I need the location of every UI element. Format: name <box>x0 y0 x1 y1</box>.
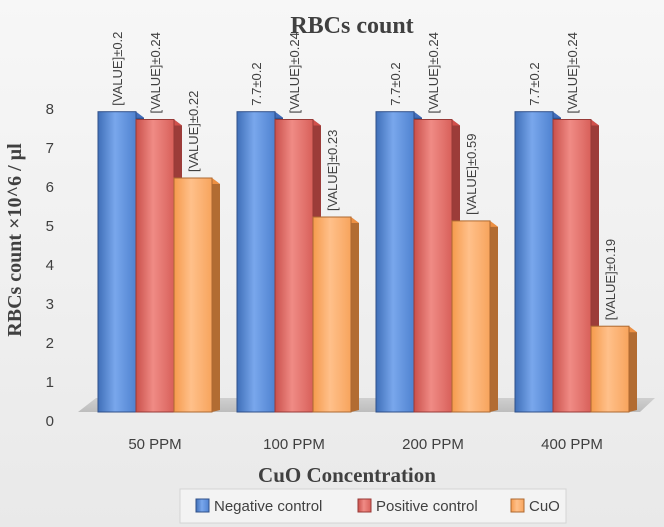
y-tick-label: 2 <box>46 335 54 352</box>
data-labels: [VALUE]±0.2 [VALUE]±0.24 [VALUE]±0.22 7.7±0… <box>110 32 618 321</box>
bar-negative-control <box>97 111 137 413</box>
bar-side <box>212 178 220 412</box>
bar-cuo <box>451 220 491 413</box>
legend-label: CuO <box>529 498 560 515</box>
bar-negative-control <box>236 111 276 413</box>
y-tick-label: 5 <box>46 218 54 235</box>
plot-floor <box>78 398 655 412</box>
data-label: [VALUE]±0.2 <box>110 32 125 106</box>
bar-cuo <box>312 216 352 413</box>
bar-positive-control <box>274 119 314 413</box>
bar-side <box>351 217 359 412</box>
legend: Negative control Positive control CuO <box>179 488 567 524</box>
data-label: 7.7±0.2 <box>527 62 542 105</box>
data-label: [VALUE]±0.24 <box>287 32 302 113</box>
x-tick-label: 100 PPM <box>263 436 325 453</box>
legend-box <box>179 488 567 524</box>
x-axis: 50 PPM 100 PPM 200 PPM 400 PPM <box>128 436 603 453</box>
data-label: [VALUE]±0.24 <box>426 32 441 113</box>
legend-label: Negative control <box>214 498 322 515</box>
legend-label: Positive control <box>376 498 478 515</box>
y-tick-label: 7 <box>46 140 54 157</box>
legend-swatch <box>195 498 210 513</box>
data-label: [VALUE]±0.23 <box>325 130 340 211</box>
x-axis-title: CuO Concentration <box>258 463 436 487</box>
y-axis-title: RBCs count ×10^6 / µl <box>4 143 26 337</box>
bar-cuo <box>173 177 213 413</box>
bars <box>97 111 637 413</box>
legend-swatch <box>510 498 525 513</box>
bar-cuo <box>590 325 630 413</box>
legend-swatch <box>357 498 372 513</box>
y-tick-label: 1 <box>46 374 54 391</box>
bar-side <box>629 326 637 412</box>
x-tick-label: 50 PPM <box>128 436 181 453</box>
data-label: 7.7±0.2 <box>388 62 403 105</box>
x-tick-label: 200 PPM <box>402 436 464 453</box>
bar-side <box>490 220 498 412</box>
bar-positive-control <box>413 119 453 413</box>
bar-positive-control <box>135 119 175 413</box>
y-axis: 0 1 2 3 4 5 6 7 8 <box>46 101 54 430</box>
y-tick-label: 8 <box>46 101 54 118</box>
bar-positive-control <box>552 119 592 413</box>
data-label: [VALUE]±0.59 <box>464 134 479 215</box>
data-label: [VALUE]±0.24 <box>565 32 580 113</box>
data-label: [VALUE]±0.19 <box>603 239 618 320</box>
y-tick-label: 0 <box>46 413 54 430</box>
data-label: [VALUE]±0.24 <box>148 32 163 113</box>
bar-negative-control <box>375 111 415 413</box>
chart-title: RBCs count <box>290 13 413 39</box>
y-tick-label: 3 <box>46 296 54 313</box>
y-tick-label: 4 <box>46 257 54 274</box>
data-label: 7.7±0.2 <box>249 62 264 105</box>
bar-negative-control <box>514 111 554 413</box>
x-tick-label: 400 PPM <box>541 436 603 453</box>
data-label: [VALUE]±0.22 <box>186 91 201 172</box>
y-tick-label: 6 <box>46 179 54 196</box>
